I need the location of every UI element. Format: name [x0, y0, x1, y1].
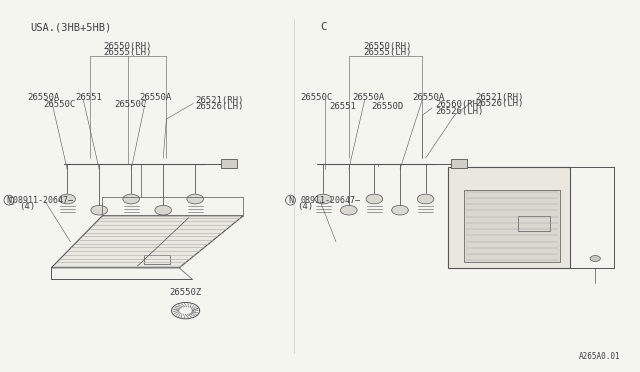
Text: 26526(LH): 26526(LH) [476, 99, 524, 108]
Polygon shape [451, 159, 467, 168]
Circle shape [366, 194, 383, 204]
Polygon shape [464, 190, 560, 262]
Text: 26550A: 26550A [352, 93, 384, 102]
Circle shape [91, 205, 108, 215]
Text: 26550D: 26550D [371, 102, 403, 110]
Text: 26550A: 26550A [413, 93, 445, 102]
Circle shape [392, 205, 408, 215]
Text: C: C [320, 22, 326, 32]
Circle shape [315, 194, 332, 204]
Text: 26551: 26551 [76, 93, 102, 102]
Text: A265A0.01: A265A0.01 [579, 352, 621, 361]
Text: 08911-20647—: 08911-20647— [301, 196, 361, 205]
Polygon shape [448, 167, 570, 268]
Text: USA.(3HB+5HB): USA.(3HB+5HB) [31, 22, 112, 32]
Text: 26521(RH): 26521(RH) [476, 93, 524, 102]
Text: 26550(RH): 26550(RH) [104, 42, 152, 51]
Circle shape [590, 256, 600, 262]
Circle shape [123, 194, 140, 204]
Text: N: N [6, 196, 12, 205]
Text: 26555(LH): 26555(LH) [363, 48, 412, 57]
Polygon shape [221, 159, 237, 168]
Circle shape [59, 194, 76, 204]
Text: (4): (4) [298, 202, 314, 211]
Circle shape [340, 205, 357, 215]
Text: 26526(LH): 26526(LH) [195, 102, 244, 111]
Text: 26550Z: 26550Z [170, 288, 202, 296]
Text: 26550A: 26550A [140, 93, 172, 102]
Text: 26521(RH): 26521(RH) [195, 96, 244, 105]
Circle shape [417, 194, 434, 204]
Circle shape [155, 205, 172, 215]
Text: 26550C: 26550C [114, 100, 146, 109]
Circle shape [187, 194, 204, 204]
Text: N: N [288, 196, 293, 205]
Text: 26526(LH): 26526(LH) [435, 107, 484, 116]
Text: 26555(LH): 26555(LH) [104, 48, 152, 57]
Text: 26550(RH): 26550(RH) [363, 42, 412, 51]
Text: (4): (4) [19, 202, 35, 211]
Text: ⓝ08911-20647—: ⓝ08911-20647— [8, 196, 74, 205]
Text: 26550C: 26550C [301, 93, 333, 102]
Text: 26551: 26551 [330, 102, 356, 110]
Text: 26550A: 26550A [27, 93, 59, 102]
Text: 26550C: 26550C [44, 100, 76, 109]
Polygon shape [51, 216, 243, 268]
Text: 26560(RH): 26560(RH) [435, 100, 484, 109]
